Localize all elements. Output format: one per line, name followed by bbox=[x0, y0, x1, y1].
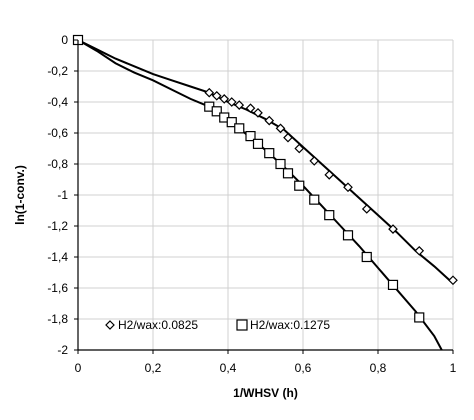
x-tick-label: 0,2 bbox=[145, 361, 162, 375]
square-marker bbox=[294, 180, 305, 191]
diamond-marker bbox=[253, 108, 263, 118]
x-axis-title: 1/WHSV (h) bbox=[233, 386, 298, 400]
x-tick-label: 0,4 bbox=[220, 361, 237, 375]
diamond-marker bbox=[211, 90, 222, 101]
square-marker bbox=[387, 279, 399, 290]
square-marker bbox=[342, 230, 354, 241]
legend-square-marker bbox=[236, 319, 248, 331]
square-marker bbox=[324, 210, 335, 221]
diamond-marker bbox=[264, 115, 275, 126]
diamond-marker bbox=[245, 103, 256, 114]
legend-label-series-2: H2/wax:0.1275 bbox=[250, 318, 330, 332]
square-marker bbox=[252, 138, 264, 149]
x-tick-label: 0,8 bbox=[370, 361, 387, 375]
diamond-marker bbox=[388, 224, 398, 234]
square-marker bbox=[275, 158, 286, 170]
diamond-marker bbox=[219, 94, 230, 104]
square-marker bbox=[211, 106, 222, 117]
y-tick-label: -2 bbox=[57, 343, 68, 357]
square-marker bbox=[226, 117, 237, 128]
marker-layer bbox=[72, 34, 458, 323]
y-tick-label: -1,8 bbox=[47, 312, 68, 326]
diamond-marker bbox=[343, 182, 353, 193]
square-marker bbox=[245, 131, 256, 142]
y-tick-label: -1 bbox=[57, 188, 68, 202]
axes-layer bbox=[74, 39, 454, 354]
diamond-marker bbox=[283, 132, 293, 143]
y-tick-label: -0,2 bbox=[47, 64, 68, 78]
diamond-marker bbox=[234, 100, 245, 110]
x-tick-label: 0 bbox=[75, 361, 82, 375]
diamond-marker bbox=[309, 156, 320, 166]
diamond-marker bbox=[361, 204, 372, 214]
diamond-marker bbox=[226, 97, 237, 107]
diamond-marker bbox=[324, 170, 335, 180]
diamond-marker bbox=[294, 143, 305, 154]
y-tick-label: -1,4 bbox=[47, 250, 68, 264]
diamond-marker bbox=[204, 87, 215, 98]
legend-item-h2-wax-0-1275: H2/wax:0.1275 bbox=[236, 318, 330, 332]
y-axis-title: ln(1-conv.) bbox=[13, 165, 27, 225]
square-marker bbox=[264, 148, 275, 159]
x-tick-label: 1 bbox=[450, 361, 457, 375]
diamond-marker bbox=[275, 123, 286, 134]
diamond-marker bbox=[448, 275, 458, 286]
diamond-marker bbox=[414, 245, 425, 256]
square-marker bbox=[234, 123, 245, 134]
y-tick-label: -1,2 bbox=[47, 219, 68, 233]
square-marker bbox=[282, 168, 294, 179]
label-layer: 0 -0,2 -0,4 -0,6 -0,8 -1 -1,2 -1,4 -1,6 -1,8 -2 0 0,… bbox=[47, 33, 456, 375]
y-tick-label: -0,6 bbox=[47, 126, 68, 140]
y-tick-label: -1,6 bbox=[47, 281, 68, 295]
fit-curve-series-1 bbox=[78, 40, 453, 285]
legend-diamond-marker bbox=[105, 320, 115, 330]
legend: H2/wax:0.0825 H2/wax:0.1275 bbox=[105, 318, 330, 332]
square-marker bbox=[361, 251, 372, 263]
square-marker bbox=[309, 194, 320, 205]
x-tick-label: 0,6 bbox=[295, 361, 312, 375]
y-tick-label: -0,8 bbox=[47, 157, 68, 171]
square-marker bbox=[414, 312, 425, 323]
legend-label-series-1: H2/wax:0.0825 bbox=[118, 318, 198, 332]
grid-layer bbox=[77, 39, 454, 351]
y-tick-label: -0,4 bbox=[47, 95, 68, 109]
y-tick-label: 0 bbox=[61, 33, 68, 47]
legend-item-h2-wax-0-0825: H2/wax:0.0825 bbox=[105, 318, 198, 332]
